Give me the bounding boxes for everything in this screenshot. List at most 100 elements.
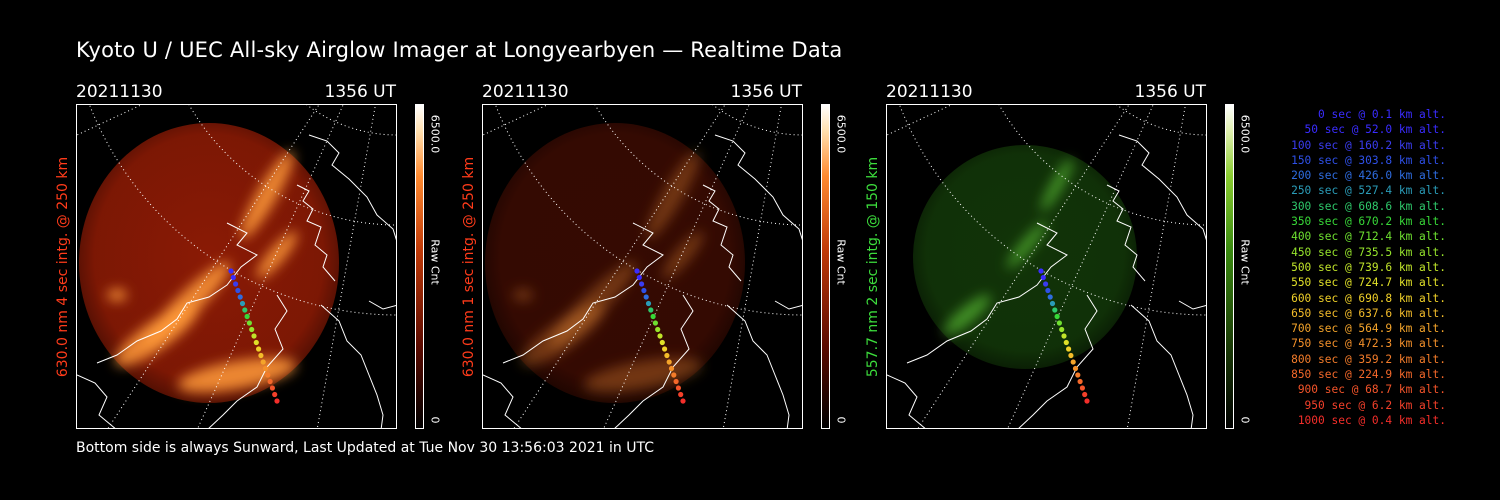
trajectory-legend: 0 sec @ 0.1 km alt. 50 sec @ 52.0 km alt.… [1262, 107, 1446, 428]
legend-entry: 450 sec @ 735.5 km alt. [1291, 245, 1446, 259]
allsky-image [482, 104, 803, 429]
trajectory-point [1066, 346, 1072, 352]
trajectory-point [645, 300, 652, 307]
trajectory-point [1075, 372, 1081, 378]
trajectory-point [251, 333, 257, 339]
coastlines [483, 134, 802, 428]
trajectory-point [274, 398, 280, 404]
legend-entry: 750 sec @ 472.3 km alt. [1291, 337, 1446, 351]
colorbar-max-label: 6500.0 [834, 114, 848, 154]
sky-disk [913, 145, 1137, 369]
trajectory-point [258, 352, 264, 359]
trajectory-point [244, 313, 250, 320]
trajectory-point [1082, 391, 1088, 398]
panel-wavelength-label: 630.0 nm 4 sec intg. @ 250 km [55, 156, 71, 377]
legend-entry: 650 sec @ 637.6 km alt. [1291, 306, 1446, 320]
trajectory-track [1038, 268, 1090, 404]
trajectory-point [659, 339, 665, 346]
trajectory-point [1059, 326, 1065, 333]
panel-wavelength-label: 630.0 nm 1 sec intg. @ 250 km [461, 156, 477, 377]
trajectory-point [657, 333, 663, 339]
trajectory-point [662, 346, 668, 352]
trajectory-point [262, 365, 269, 372]
trajectory-point [246, 320, 252, 326]
trajectory-point [1049, 300, 1056, 307]
legend-entry: 200 sec @ 426.0 km alt. [1291, 169, 1446, 183]
trajectory-point [675, 385, 681, 391]
trajectory-point [1045, 287, 1051, 294]
legend-entry: 0 sec @ 0.1 km alt. [1318, 108, 1446, 121]
legend-entry: 500 sec @ 739.6 km alt. [1291, 260, 1446, 274]
trajectory-point [678, 391, 684, 398]
allsky-image [76, 104, 397, 429]
trajectory-point [235, 287, 241, 294]
legend-entry: 850 sec @ 224.9 km alt. [1291, 368, 1446, 382]
trajectory-point [253, 339, 259, 346]
image-panel-red-630-1s: 20211130 1356 UT 630.0 nm 1 sec intg. @ 25… [461, 82, 848, 430]
trajectory-point [641, 287, 647, 294]
trajectory-point [1054, 313, 1060, 320]
legend-entry: 100 sec @ 160.2 km alt. [1291, 138, 1446, 152]
colorbar [415, 104, 424, 429]
legend-entry: 150 sec @ 303.8 km alt. [1291, 153, 1446, 167]
trajectory-point [260, 359, 266, 365]
trajectory-point [265, 372, 271, 378]
trajectory-point [643, 294, 649, 300]
trajectory-point [1070, 359, 1076, 365]
trajectory-point [1038, 268, 1044, 274]
panel-time: 1356 UT [730, 82, 803, 102]
trajectory-point [230, 274, 236, 281]
colorbar [1225, 104, 1234, 429]
page-title: Kyoto U / UEC All-sky Airglow Imager at … [76, 38, 843, 62]
trajectory-point [648, 307, 654, 313]
trajectory-point [634, 268, 640, 274]
trajectory-point [237, 294, 243, 300]
trajectory-point [636, 274, 642, 281]
colorbar-max-label: 6500.0 [428, 114, 442, 154]
trajectory-point [1047, 294, 1053, 300]
colorbar-min-label: 0 [428, 416, 442, 424]
image-panel-green-557-2s: 20211130 1356 UT 557.7 nm 2 sec intg. @ 15… [865, 82, 1252, 430]
coastlines [77, 134, 396, 428]
trajectory-point [249, 326, 255, 333]
legend-entry: 600 sec @ 690.8 km alt. [1291, 291, 1446, 305]
trajectory-point [269, 385, 275, 391]
trajectory-point [233, 281, 239, 287]
trajectory-point [1052, 307, 1058, 313]
trajectory-point [1040, 274, 1046, 281]
panel-date: 20211130 [76, 82, 163, 102]
panel-time: 1356 UT [1134, 82, 1207, 102]
image-panel-red-630-4s: 20211130 1356 UT 630.0 nm 4 sec intg. @ 25… [55, 82, 442, 430]
colorbar-min-label: 0 [1238, 416, 1252, 424]
trajectory-point [680, 398, 686, 404]
trajectory-point [1061, 333, 1067, 339]
trajectory-point [272, 391, 278, 398]
panel-time: 1356 UT [324, 82, 397, 102]
legend-entry: 300 sec @ 608.6 km alt. [1291, 199, 1446, 213]
trajectory-track [228, 268, 280, 404]
trajectory-point [1072, 365, 1079, 372]
lat-lon-grid [887, 105, 1206, 428]
footer-note: Bottom side is always Sunward, Last Upda… [76, 440, 654, 456]
trajectory-point [1084, 398, 1090, 404]
panel-wavelength-label: 557.7 nm 2 sec intg. @ 150 km [865, 156, 881, 377]
legend-entry: 250 sec @ 527.4 km alt. [1291, 184, 1446, 198]
trajectory-point [1063, 339, 1069, 346]
trajectory-point [267, 378, 273, 385]
lat-lon-grid [77, 105, 396, 428]
trajectory-point [228, 268, 234, 274]
trajectory-point [671, 372, 677, 378]
trajectory-point [242, 307, 248, 313]
colorbar-unit-label: Raw Cnt [834, 239, 848, 285]
trajectory-point [664, 352, 670, 359]
colorbar-unit-label: Raw Cnt [1238, 239, 1252, 285]
lat-lon-grid [483, 105, 802, 428]
colorbar-unit-label: Raw Cnt [428, 239, 442, 285]
colorbar [821, 104, 830, 429]
trajectory-point [639, 281, 645, 287]
legend-entry: 800 sec @ 359.2 km alt. [1291, 352, 1446, 366]
aurora-glow [943, 158, 1073, 336]
legend-entry: 50 sec @ 52.0 km alt. [1304, 123, 1446, 137]
trajectory-point [256, 346, 262, 352]
legend-entry: 350 sec @ 670.2 km alt. [1291, 215, 1446, 229]
